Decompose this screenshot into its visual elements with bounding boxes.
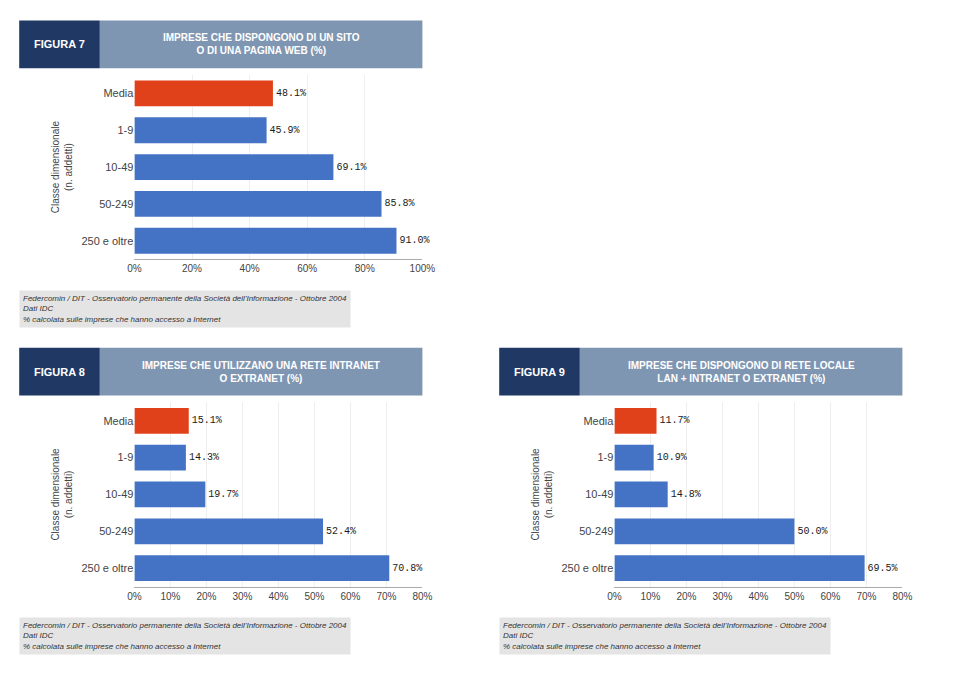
svg-text:250 e oltre: 250 e oltre (561, 562, 613, 574)
svg-text:48.1%: 48.1% (276, 88, 306, 99)
svg-text:40%: 40% (268, 591, 288, 602)
svg-text:10-49: 10-49 (105, 161, 133, 173)
svg-text:80%: 80% (355, 263, 375, 274)
svg-text:50-249: 50-249 (99, 525, 133, 537)
svg-text:0%: 0% (127, 263, 142, 274)
svg-text:52.4%: 52.4% (326, 526, 356, 537)
svg-text:19.7%: 19.7% (208, 489, 238, 500)
svg-text:20%: 20% (182, 263, 202, 274)
svg-text:91.0%: 91.0% (399, 235, 429, 246)
svg-text:14.8%: 14.8% (671, 489, 701, 500)
svg-text:11.7%: 11.7% (660, 415, 690, 426)
svg-text:60%: 60% (340, 591, 360, 602)
svg-text:1-9: 1-9 (117, 451, 133, 463)
svg-text:IMPRESE CHE DISPONGONO DI RETE: IMPRESE CHE DISPONGONO DI RETE LOCALELAN… (628, 360, 855, 384)
svg-text:Media: Media (103, 415, 134, 427)
svg-text:80%: 80% (892, 591, 912, 602)
svg-text:70%: 70% (376, 591, 396, 602)
svg-text:10-49: 10-49 (585, 488, 613, 500)
svg-text:1-9: 1-9 (117, 124, 133, 136)
svg-text:14.3%: 14.3% (189, 452, 219, 463)
svg-text:FIGURA 9: FIGURA 9 (514, 366, 565, 378)
svg-text:IMPRESE CHE DISPONGONO DI UN S: IMPRESE CHE DISPONGONO DI UN SITOO DI UN… (163, 32, 360, 56)
svg-text:15.1%: 15.1% (192, 415, 222, 426)
svg-text:30%: 30% (232, 591, 252, 602)
svg-text:40%: 40% (240, 263, 260, 274)
svg-text:FIGURA 7: FIGURA 7 (34, 38, 85, 50)
svg-text:50-249: 50-249 (579, 525, 613, 537)
svg-text:100%: 100% (410, 263, 436, 274)
svg-text:1-9: 1-9 (597, 451, 613, 463)
svg-text:40%: 40% (748, 591, 768, 602)
svg-text:IMPRESE CHE UTILIZZANO UNA RET: IMPRESE CHE UTILIZZANO UNA RETE INTRANET… (142, 360, 380, 384)
svg-text:250 e oltre: 250 e oltre (81, 235, 133, 247)
svg-text:45.9%: 45.9% (270, 125, 300, 136)
svg-text:Classe dimensionale(n. addetti: Classe dimensionale(n. addetti) (50, 448, 74, 541)
svg-text:60%: 60% (297, 263, 317, 274)
svg-text:0%: 0% (127, 591, 142, 602)
svg-text:Federcomin / DIT - Osservatori: Federcomin / DIT - Osservatorio permanen… (23, 621, 347, 651)
svg-text:Federcomin / DIT - Osservatori: Federcomin / DIT - Osservatorio permanen… (503, 621, 827, 651)
svg-text:Federcomin / DIT - Osservatori: Federcomin / DIT - Osservatorio permanen… (23, 294, 347, 324)
svg-text:10%: 10% (640, 591, 660, 602)
svg-text:FIGURA 8: FIGURA 8 (34, 366, 85, 378)
svg-text:Media: Media (583, 415, 614, 427)
svg-text:70.8%: 70.8% (392, 563, 422, 574)
svg-text:Media: Media (103, 87, 134, 99)
svg-text:85.8%: 85.8% (385, 198, 415, 209)
svg-text:69.5%: 69.5% (868, 563, 898, 574)
svg-text:60%: 60% (820, 591, 840, 602)
svg-text:Classe dimensionale(n. addetti: Classe dimensionale(n. addetti) (50, 121, 74, 214)
svg-text:10.9%: 10.9% (657, 452, 687, 463)
svg-text:10%: 10% (160, 591, 180, 602)
svg-text:20%: 20% (196, 591, 216, 602)
svg-text:10-49: 10-49 (105, 488, 133, 500)
svg-text:50.0%: 50.0% (797, 526, 827, 537)
svg-text:50%: 50% (784, 591, 804, 602)
svg-text:0%: 0% (607, 591, 622, 602)
svg-text:20%: 20% (676, 591, 696, 602)
svg-text:70%: 70% (856, 591, 876, 602)
svg-text:50%: 50% (304, 591, 324, 602)
svg-text:80%: 80% (412, 591, 432, 602)
svg-text:250 e oltre: 250 e oltre (81, 562, 133, 574)
svg-text:Classe dimensionale(n. addetti: Classe dimensionale(n. addetti) (530, 448, 554, 541)
svg-text:69.1%: 69.1% (336, 162, 366, 173)
svg-text:50-249: 50-249 (99, 198, 133, 210)
svg-text:30%: 30% (712, 591, 732, 602)
